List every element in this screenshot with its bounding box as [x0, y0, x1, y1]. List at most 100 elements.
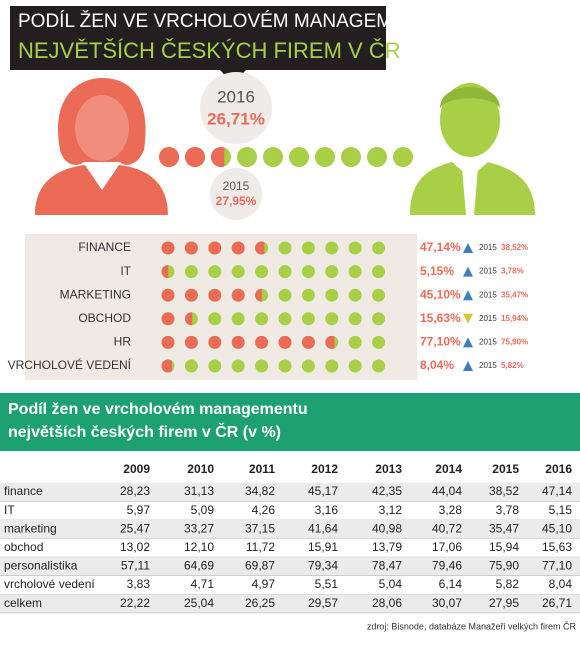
year-circle	[200, 72, 272, 144]
row-value: 77,10%	[420, 335, 461, 349]
dot	[161, 241, 175, 255]
column-header: 2016	[545, 462, 572, 476]
table-cell: 17,06	[432, 540, 462, 554]
row-header: obchod	[4, 540, 43, 554]
table-cell: 38,52	[489, 484, 519, 498]
table-cell: 37,15	[245, 521, 275, 535]
dot	[372, 359, 386, 373]
table-cell: 75,90	[489, 559, 519, 573]
table-cell: 5,51	[315, 577, 339, 591]
row-label: MARKETING	[60, 287, 131, 301]
table-cell: 4,26	[252, 503, 276, 517]
dot	[278, 265, 292, 279]
dot	[348, 265, 362, 279]
table-cell: 42,35	[372, 484, 402, 498]
dot	[231, 241, 245, 255]
row-prev-value: 75,90%	[501, 338, 528, 347]
table-cell: 28,23	[120, 484, 150, 498]
dot	[278, 359, 292, 373]
prev-value: 27,95%	[216, 194, 257, 208]
dot	[278, 335, 292, 349]
row-stripe	[0, 594, 580, 613]
dot	[348, 312, 362, 326]
table-cell: 44,04	[432, 484, 462, 498]
dot	[161, 359, 175, 373]
dot	[255, 241, 269, 255]
table-cell: 5,15	[549, 503, 573, 517]
dot	[161, 288, 175, 302]
column-header: 2010	[187, 462, 214, 476]
dot	[278, 312, 292, 326]
dot	[301, 288, 315, 302]
dot	[231, 265, 245, 279]
table-cell: 26,25	[245, 596, 275, 610]
dot	[255, 288, 269, 302]
table-title-line1: Podíl žen ve vrcholovém managementu	[8, 401, 308, 418]
table-title-band	[0, 393, 580, 451]
dot	[208, 359, 222, 373]
dot	[301, 241, 315, 255]
dot	[263, 147, 283, 167]
dot	[289, 147, 309, 167]
dot	[184, 288, 198, 302]
table-cell: 5,09	[191, 503, 215, 517]
dot	[231, 312, 245, 326]
header-band	[10, 6, 386, 70]
table-cell: 25,04	[184, 596, 214, 610]
dot	[348, 288, 362, 302]
trend-arrow	[463, 290, 473, 301]
table-cell: 79,46	[432, 559, 462, 573]
table-cell: 34,82	[245, 484, 275, 498]
table-title-line2: největších českých firem v ČR (v %)	[8, 422, 281, 441]
row-stripe	[0, 519, 580, 539]
row-value: 15,63%	[420, 311, 461, 325]
table-cell: 31,13	[184, 484, 214, 498]
row-prev-value: 38,52%	[501, 243, 528, 252]
table-cell: 13,79	[372, 540, 402, 554]
table-cell: 29,57	[308, 596, 338, 610]
table-cell: 33,27	[184, 521, 214, 535]
table-cell: 27,95	[489, 596, 519, 610]
woman-face	[75, 95, 129, 161]
row-prev-year: 2015	[479, 314, 497, 323]
dot	[372, 312, 386, 326]
overall-year: 2016	[217, 87, 255, 106]
row-value: 47,14%	[420, 240, 461, 254]
row-prev-value: 15,94%	[501, 314, 528, 323]
dot	[348, 241, 362, 255]
table-cell: 8,04	[549, 577, 573, 591]
table-cell: 41,64	[308, 521, 338, 535]
table-cell: 3,28	[439, 503, 463, 517]
dot	[231, 288, 245, 302]
dot	[184, 241, 198, 255]
table-cell: 15,63	[542, 540, 572, 554]
dot	[372, 265, 386, 279]
source: zdroj: Bisnode, databáze Manažeři velkýc…	[367, 621, 577, 631]
column-header: 2013	[375, 462, 402, 476]
dot	[341, 147, 361, 167]
table-cell: 4,97	[252, 577, 276, 591]
overall-value: 26,71%	[207, 109, 265, 128]
row-prev-value: 35,47%	[501, 290, 528, 299]
dot	[255, 359, 269, 373]
table-cell: 4,71	[191, 577, 215, 591]
dot	[184, 359, 198, 373]
row-prev-year: 2015	[479, 338, 497, 347]
table-cell: 26,71	[542, 596, 572, 610]
trend-arrow	[463, 361, 473, 371]
row-header: marketing	[4, 521, 57, 535]
table-cell: 28,06	[372, 596, 402, 610]
prev-year-circle	[210, 168, 262, 220]
table-cell: 5,97	[127, 503, 151, 517]
dot	[393, 147, 413, 167]
rows-panel	[25, 234, 417, 380]
table-cell: 69,87	[245, 559, 275, 573]
trend-arrow	[463, 313, 473, 324]
table-cell: 77,10	[542, 559, 572, 573]
man-tie	[462, 168, 478, 215]
dot	[255, 312, 269, 326]
column-header: 2012	[311, 462, 338, 476]
table-cell: 5,82	[496, 577, 520, 591]
row-prev-year: 2015	[479, 267, 497, 276]
row-stripe	[0, 482, 580, 502]
